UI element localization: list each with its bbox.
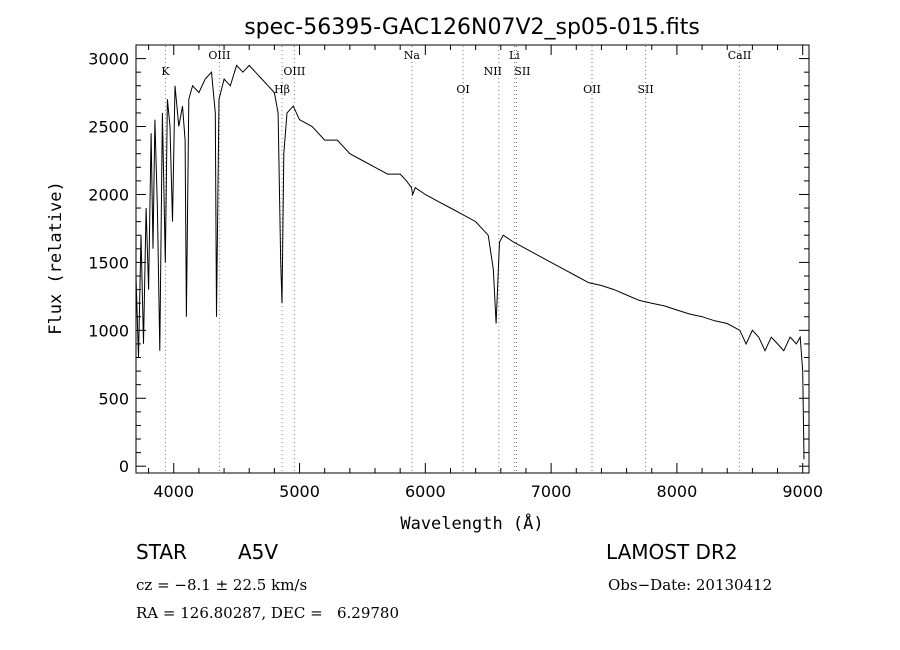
spectral-line-label: NII	[484, 65, 502, 78]
x-axis-label: Wavelength (Å)	[400, 512, 543, 534]
spectral-line-label: OII	[583, 83, 601, 96]
object-type: STAR	[136, 540, 187, 564]
x-tick-label: 8000	[657, 482, 698, 501]
spectral-line-label: Li	[509, 49, 520, 62]
redshift-cz: cz = −8.1 ± 22.5 km/s	[136, 576, 308, 594]
x-tick-label: 4000	[153, 482, 194, 501]
x-axis: 4000 5000 6000 7000 8000 9000	[148, 45, 823, 501]
y-tick-label: 3000	[88, 50, 129, 69]
y-tick-label: 0	[119, 457, 129, 476]
y-tick-label: 2500	[88, 118, 129, 137]
spectrum-series-line	[135, 64, 805, 460]
x-tick-label: 7000	[531, 482, 572, 501]
spectral-line-label: OIII	[283, 65, 305, 78]
x-tick-label: 5000	[279, 482, 320, 501]
y-axis-label: Flux (relative)	[46, 181, 66, 335]
spectral-line-label: SII	[637, 83, 653, 96]
x-tick-label: 9000	[782, 482, 823, 501]
observation-date: Obs−Date: 20130412	[608, 576, 773, 594]
spectral-line-label: SII	[514, 65, 530, 78]
object-subclass: A5V	[238, 540, 279, 564]
y-tick-label: 1500	[88, 253, 129, 272]
emission-line-markers: K OIII Hβ OIII Na OI NII Li SII OII SII CaII	[161, 46, 751, 472]
plot-frame	[135, 44, 810, 474]
y-tick-label: 1000	[88, 321, 129, 340]
survey-name: LAMOST DR2	[606, 540, 738, 564]
sky-coordinates: RA = 126.80287, DEC = 6.29780	[136, 604, 400, 622]
chart-title: spec-56395-GAC126N07V2_sp05-015.fits	[244, 15, 700, 40]
spectral-line-label: OIII	[208, 49, 230, 62]
spectral-line-label: OI	[456, 83, 469, 96]
spectral-line-label: CaII	[728, 49, 752, 62]
y-tick-label: 500	[98, 389, 129, 408]
x-tick-label: 6000	[405, 482, 446, 501]
spectral-line-label: Hβ	[274, 83, 290, 96]
spectral-line-label: Na	[404, 49, 421, 62]
spectral-line-label: K	[161, 65, 170, 78]
y-tick-label: 2000	[88, 185, 129, 204]
y-axis: 0 500 1000 1500 2000 2500 3000	[88, 50, 809, 476]
